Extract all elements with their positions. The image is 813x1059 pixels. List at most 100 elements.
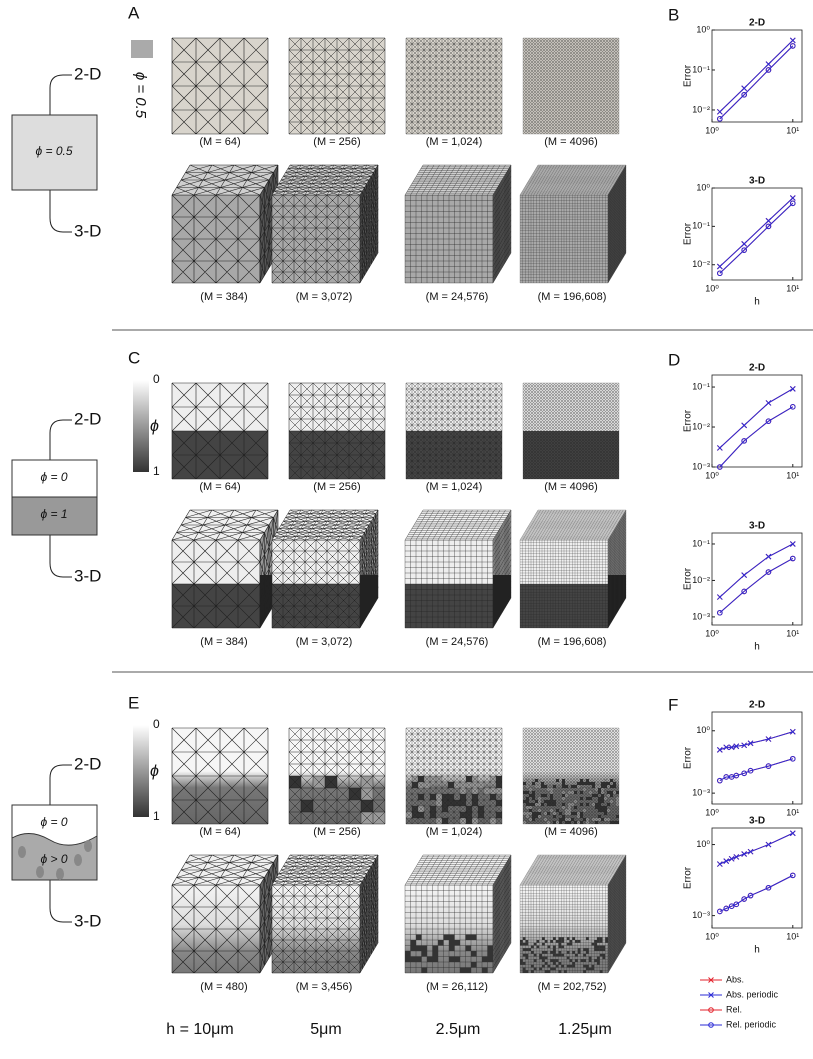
marker bbox=[734, 854, 739, 859]
mesh-lines bbox=[172, 38, 268, 134]
inclusion-cell bbox=[556, 940, 559, 943]
inclusion-cell bbox=[586, 968, 589, 971]
inclusion-cell bbox=[466, 946, 472, 952]
mesh-count: (M = 1,024) bbox=[426, 136, 483, 148]
inclusion-cell bbox=[583, 965, 586, 968]
box-label: ϕ = 0 bbox=[40, 470, 67, 484]
inclusion bbox=[74, 854, 82, 866]
inclusion-cell bbox=[526, 957, 529, 960]
inclusion-cell bbox=[449, 957, 455, 963]
inclusion-cell bbox=[534, 954, 537, 957]
inclusion-cell bbox=[559, 943, 562, 946]
inclusion-cell bbox=[594, 940, 597, 943]
inclusion bbox=[56, 868, 64, 880]
inclusion-cell bbox=[600, 970, 603, 973]
marker bbox=[742, 423, 747, 428]
plot-frame bbox=[712, 712, 802, 804]
mesh-count: (M = 384) bbox=[200, 636, 247, 648]
marker bbox=[766, 842, 771, 847]
inclusion-cell bbox=[572, 951, 575, 954]
x-axis-label: h bbox=[754, 642, 760, 653]
inclusion-cell bbox=[528, 948, 531, 951]
marker bbox=[766, 218, 771, 223]
marker bbox=[717, 747, 722, 752]
marker bbox=[717, 264, 722, 269]
marker bbox=[742, 851, 747, 856]
mesh-count: (M = 64) bbox=[199, 481, 240, 493]
marker bbox=[766, 554, 771, 559]
inclusion-cell bbox=[488, 951, 494, 957]
h-label: h = 10μm bbox=[166, 1021, 233, 1038]
inclusion-cell bbox=[449, 946, 455, 952]
inclusion-cell bbox=[572, 962, 575, 965]
marker bbox=[790, 195, 795, 200]
marker bbox=[717, 109, 722, 114]
inclusion-cell bbox=[572, 965, 575, 968]
inclusion-cell bbox=[416, 935, 422, 941]
legend-label: Rel. periodic bbox=[726, 1019, 777, 1029]
inclusion-cell bbox=[559, 951, 562, 954]
x-tick-label: 10¹ bbox=[786, 470, 799, 480]
inclusion-cell bbox=[523, 954, 526, 957]
inclusion-cell bbox=[433, 951, 439, 957]
marker bbox=[790, 729, 795, 734]
x-tick-label: 10¹ bbox=[786, 125, 799, 135]
mesh-lines bbox=[272, 195, 360, 283]
inclusion-cell bbox=[592, 943, 595, 946]
inclusion-cell bbox=[559, 954, 562, 957]
inclusion-cell bbox=[597, 962, 600, 965]
inclusion-cell bbox=[550, 951, 553, 954]
marker bbox=[748, 849, 753, 854]
y-tick-label: 10⁻³ bbox=[692, 788, 710, 798]
inclusion-cell bbox=[605, 940, 608, 943]
panel-letter: B bbox=[668, 5, 679, 24]
inclusion-cell bbox=[534, 968, 537, 971]
inclusion-cell bbox=[526, 940, 529, 943]
inclusion-cell bbox=[416, 957, 422, 963]
inclusion-cell bbox=[427, 957, 433, 963]
inclusion-cell bbox=[523, 937, 526, 940]
inclusion-cell bbox=[466, 968, 472, 974]
inclusion-cell bbox=[466, 935, 472, 941]
mesh-lines bbox=[272, 540, 360, 628]
marker bbox=[742, 241, 747, 246]
marker bbox=[717, 445, 722, 450]
colorbar-symbol: ϕ bbox=[150, 418, 159, 435]
series-line bbox=[720, 389, 793, 448]
inclusion-cell bbox=[559, 970, 562, 973]
x-tick-label: 10⁰ bbox=[705, 470, 719, 480]
dim-label: 2-D bbox=[74, 754, 101, 773]
mesh-count: (M = 256) bbox=[313, 481, 360, 493]
inclusion-cell bbox=[449, 935, 455, 941]
y-tick-label: 10⁰ bbox=[696, 725, 710, 735]
inclusion-cell bbox=[531, 946, 534, 949]
x-axis-label: h bbox=[754, 297, 760, 308]
marker bbox=[790, 831, 795, 836]
mesh-lines bbox=[272, 885, 360, 973]
mesh-count: (M = 384) bbox=[200, 291, 247, 303]
inclusion-cell bbox=[449, 940, 455, 946]
marker bbox=[729, 856, 734, 861]
colorbar-tick: 1 bbox=[153, 464, 160, 478]
chart-title: 2-D bbox=[749, 18, 765, 29]
inclusion-cell bbox=[526, 943, 529, 946]
inclusion bbox=[36, 866, 44, 878]
inclusion-cell bbox=[539, 954, 542, 957]
inclusion-cell bbox=[545, 951, 548, 954]
colorbar-tick: 0 bbox=[153, 717, 160, 731]
inclusion-cell bbox=[411, 940, 417, 946]
mesh-count: (M = 4096) bbox=[544, 826, 598, 838]
series-line bbox=[720, 759, 793, 781]
inclusion-cell bbox=[561, 946, 564, 949]
inclusion-cell bbox=[575, 954, 578, 957]
y-tick-label: 10⁻³ bbox=[692, 611, 710, 621]
colorbar-label: ϕ = 0.5 bbox=[132, 72, 149, 119]
y-axis-label: Error bbox=[683, 866, 694, 889]
series-line bbox=[720, 544, 793, 597]
inclusion-cell bbox=[422, 968, 428, 974]
inclusion-cell bbox=[597, 946, 600, 949]
series-line bbox=[720, 544, 793, 597]
mesh-lines bbox=[406, 383, 502, 479]
mesh-count: (M = 4096) bbox=[544, 481, 598, 493]
marker bbox=[790, 386, 795, 391]
